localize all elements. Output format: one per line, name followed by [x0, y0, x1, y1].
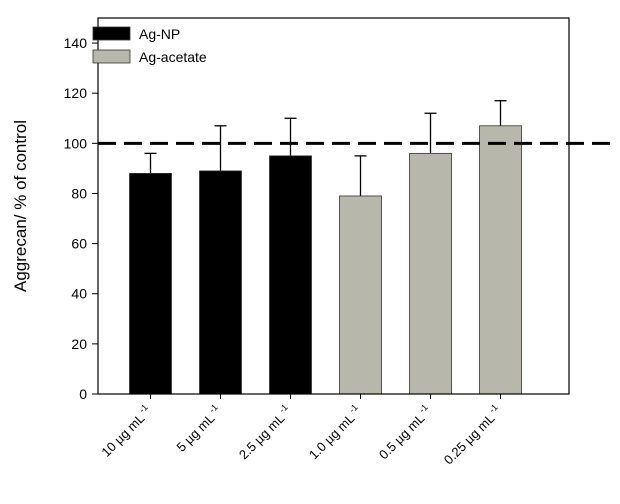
y-tick-label: 100 [64, 135, 88, 151]
y-axis-label: Aggrecan/ % of control [11, 120, 30, 292]
y-tick-label: 80 [71, 185, 87, 201]
legend-swatch [92, 49, 131, 64]
bar [129, 173, 172, 395]
bar [199, 170, 242, 395]
legend-label: Ag-acetate [139, 49, 207, 65]
x-tick-label: 1.0 µg mL-1 [304, 402, 364, 462]
y-tick-label: 20 [71, 336, 87, 352]
plot-frame [97, 17, 570, 395]
x-tick-label: 2.5 µg mL-1 [234, 402, 294, 462]
x-tick-label: 10 µg mL-1 [97, 402, 155, 460]
bar [269, 155, 312, 395]
y-tick-label: 60 [71, 236, 87, 252]
y-tick-label: 120 [64, 85, 88, 101]
bar [409, 152, 452, 395]
x-tick-label: 0.5 µg mL-1 [374, 402, 434, 462]
bar [339, 195, 382, 395]
y-tick-label: 140 [64, 35, 88, 51]
bar [479, 125, 522, 395]
legend-swatch [92, 26, 131, 41]
y-tick-label: 0 [79, 386, 87, 402]
x-tick-label: 5 µg mL-1 [172, 402, 225, 455]
legend-label: Ag-NP [139, 26, 180, 42]
x-tick-label: 0.25 µg mL-1 [439, 402, 504, 467]
y-tick-label: 40 [71, 286, 87, 302]
